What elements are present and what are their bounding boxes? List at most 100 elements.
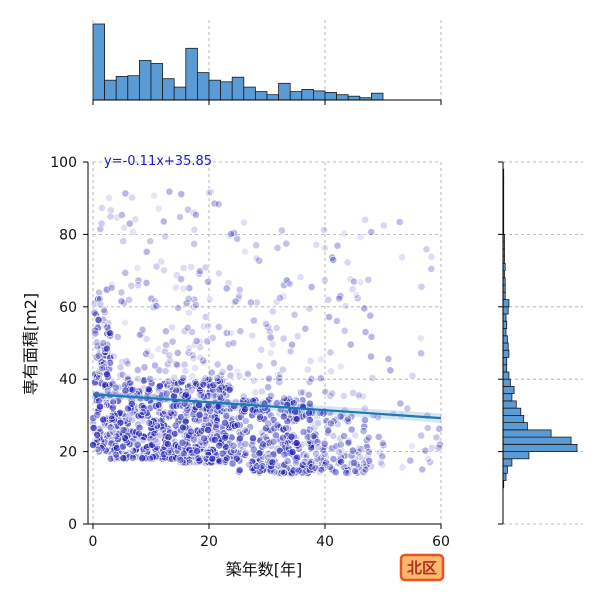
histogram-bar-x: [231, 76, 245, 101]
scatter-point: [280, 450, 289, 459]
scatter-point: [268, 307, 277, 316]
scatter-point: [204, 321, 213, 330]
scatter-point: [215, 269, 223, 278]
scatter-point: [292, 439, 301, 448]
scatter-point: [280, 394, 289, 403]
scatter-point: [106, 454, 115, 463]
scatter-point: [138, 454, 147, 463]
scatter-point: [222, 329, 231, 337]
scatter-point: [258, 461, 267, 470]
scatter-point: [134, 281, 142, 290]
scatter-point: [118, 211, 126, 219]
scatter-point: [119, 442, 127, 451]
scatter-point: [215, 457, 224, 465]
histogram-bar-x: [278, 82, 291, 101]
scatter-point: [110, 352, 118, 361]
scatter-point: [262, 433, 270, 442]
scatter-point: [179, 449, 188, 458]
scatter-point: [225, 363, 234, 372]
scatter-point: [205, 374, 214, 383]
histogram-bar-x: [220, 81, 233, 101]
scatter-point: [343, 258, 352, 267]
scatter-point: [121, 433, 129, 442]
scatter-point: [151, 436, 160, 445]
scatter-point: [326, 419, 335, 428]
scatter-point: [358, 392, 367, 401]
scatter-point: [127, 399, 136, 408]
scatter-point: [212, 421, 221, 429]
scatter-point: [100, 320, 108, 329]
scatter-point: [213, 374, 222, 382]
scatter-point: [341, 302, 350, 310]
scatter-point: [266, 391, 275, 400]
scatter-point: [296, 273, 305, 281]
scatter-point: [183, 323, 192, 332]
scatter-point: [320, 225, 329, 234]
scatter-point: [187, 427, 195, 436]
scatter-point: [91, 326, 99, 335]
scatter-point: [329, 431, 338, 440]
scatter-point: [177, 275, 185, 283]
scatter-point: [133, 375, 142, 383]
histogram-bar-x: [254, 91, 268, 101]
scatter-point: [252, 298, 261, 307]
scatter-point: [145, 418, 153, 427]
scatter-point: [423, 424, 432, 432]
scatter-point: [151, 297, 159, 306]
scatter-point: [179, 263, 188, 272]
scatter-point: [328, 389, 337, 398]
scatter-point: [127, 281, 136, 290]
scatter-point: [105, 193, 113, 202]
scatter-point: [324, 295, 333, 304]
scatter-point: [193, 447, 201, 456]
scatter-point: [351, 431, 360, 440]
x-tick-label: 20: [200, 534, 218, 550]
scatter-point: [348, 285, 357, 294]
scatter-point: [278, 365, 287, 374]
scatter-point: [276, 293, 284, 302]
scatter-point: [352, 290, 361, 299]
scatter-point: [195, 386, 204, 395]
scatter-point: [195, 456, 204, 465]
scatter-point: [359, 468, 368, 477]
scatter-point: [121, 318, 129, 327]
scatter-point: [233, 367, 242, 376]
scatter-point: [395, 218, 404, 226]
scatter-point: [135, 330, 144, 339]
scatter-point: [173, 361, 182, 370]
scatter-point: [347, 451, 356, 460]
scatter-point: [140, 363, 149, 372]
scatter-point: [226, 371, 235, 380]
scatter-point: [196, 267, 204, 275]
scatter-point: [348, 446, 357, 455]
scatter-point: [168, 337, 177, 346]
scatter-point: [162, 413, 171, 422]
scatter-point: [106, 423, 115, 432]
scatter-point: [177, 378, 186, 386]
scatter-point: [90, 308, 99, 317]
scatter-point: [163, 381, 172, 390]
scatter-point: [123, 359, 132, 368]
scatter-point: [225, 385, 234, 394]
scatter-point: [406, 456, 415, 465]
scatter-point: [233, 420, 242, 429]
scatter-point: [335, 294, 344, 303]
main-axes: 0 20 40 60 0 20 40 60 80 100: [50, 155, 450, 550]
scatter-point: [106, 329, 115, 338]
scatter-point: [329, 455, 338, 463]
scatter-point: [214, 322, 223, 331]
scatter-point: [361, 215, 370, 224]
scatter-point: [119, 426, 128, 434]
scatter-point: [344, 417, 353, 426]
scatter-point: [97, 219, 106, 228]
scatter-point: [107, 283, 116, 292]
scatter-point: [340, 432, 348, 440]
scatter-point: [93, 342, 102, 351]
scatter-point: [279, 281, 288, 290]
scatter-point: [336, 440, 345, 449]
scatter-point: [367, 352, 375, 361]
scatter-point: [185, 284, 194, 292]
scatter-point: [249, 316, 258, 325]
scatter-point: [331, 468, 340, 477]
